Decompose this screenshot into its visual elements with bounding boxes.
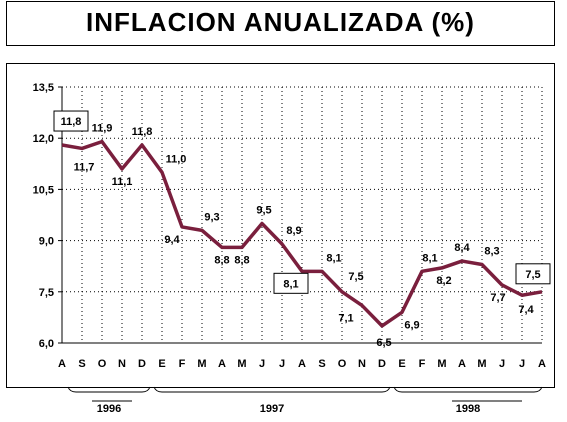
data-label: 9,5: [256, 205, 271, 217]
chart-title: INFLACION ANUALIZADA (%): [86, 7, 475, 37]
data-label: 8,1: [283, 278, 298, 290]
data-label: 7,1: [338, 312, 353, 324]
x-tick-label: N: [358, 358, 366, 370]
x-tick-label: J: [259, 358, 265, 370]
data-label: 7,7: [490, 292, 505, 304]
x-tick-label: J: [519, 358, 525, 370]
x-tick-label: A: [218, 358, 226, 370]
data-label-box: [515, 263, 551, 285]
x-tick-label: D: [378, 358, 386, 370]
data-label: 11,0: [166, 153, 187, 165]
data-label: 7,5: [525, 269, 540, 281]
data-label: 8,4: [454, 242, 470, 254]
series-line: [61, 139, 543, 328]
x-tick-label: A: [458, 358, 466, 370]
x-tick-label: F: [419, 358, 426, 370]
year-label: 1996: [97, 403, 121, 415]
x-tick-label: J: [499, 358, 505, 370]
y-tick-label: 10,5: [33, 184, 54, 196]
x-tick-label: A: [298, 358, 306, 370]
year-bracket: [393, 386, 543, 393]
x-tick-label: E: [398, 358, 405, 370]
data-label: 6,5: [376, 337, 391, 349]
year-label: 1997: [260, 403, 284, 415]
x-tick-label: E: [158, 358, 165, 370]
x-tick-label: O: [98, 358, 107, 370]
y-tick-label: 9,0: [39, 236, 54, 248]
data-label: 7,4: [518, 304, 534, 316]
x-tick-label: S: [318, 358, 325, 370]
data-label: 8,9: [286, 225, 301, 237]
data-label: 9,3: [204, 211, 219, 223]
y-tick-label: 13,5: [33, 82, 54, 94]
data-label-box: [273, 272, 309, 294]
data-label: 11,8: [61, 116, 82, 128]
data-label: 11,7: [74, 161, 95, 173]
year-bracket: [67, 386, 151, 393]
x-tick-label: M: [237, 358, 246, 370]
year-bracket: [153, 386, 391, 393]
x-tick-label: J: [279, 358, 285, 370]
x-tick-label: A: [58, 358, 66, 370]
x-tick-label: S: [78, 358, 85, 370]
x-tick-label: F: [179, 358, 186, 370]
data-label: 8,1: [422, 252, 437, 264]
x-tick-label: M: [437, 358, 446, 370]
data-label: 7,5: [348, 271, 363, 283]
y-tick-label: 12,0: [33, 133, 54, 145]
x-tick-label: A: [538, 358, 546, 370]
data-label: 11,9: [92, 123, 113, 135]
data-label: 8,1: [326, 252, 341, 264]
x-tick-label: M: [197, 358, 206, 370]
y-tick-label: 6,0: [39, 338, 54, 350]
year-label: 1998: [456, 403, 480, 415]
data-label: 8,2: [436, 275, 451, 287]
y-tick-label: 7,5: [39, 287, 54, 299]
data-label: 8,8: [234, 254, 249, 266]
data-label: 9,4: [164, 234, 180, 246]
data-label: 6,9: [404, 319, 419, 331]
x-tick-label: D: [138, 358, 146, 370]
data-label: 11,8: [132, 126, 153, 138]
x-tick-label: M: [477, 358, 486, 370]
data-label-box: [53, 110, 89, 132]
plot-frame: [6, 63, 555, 388]
x-tick-label: O: [338, 358, 347, 370]
data-label: 8,3: [484, 245, 499, 257]
title-box: INFLACION ANUALIZADA (%): [6, 1, 555, 46]
data-label: 8,8: [214, 254, 229, 266]
x-tick-label: N: [118, 358, 126, 370]
data-label: 11,1: [112, 176, 133, 188]
